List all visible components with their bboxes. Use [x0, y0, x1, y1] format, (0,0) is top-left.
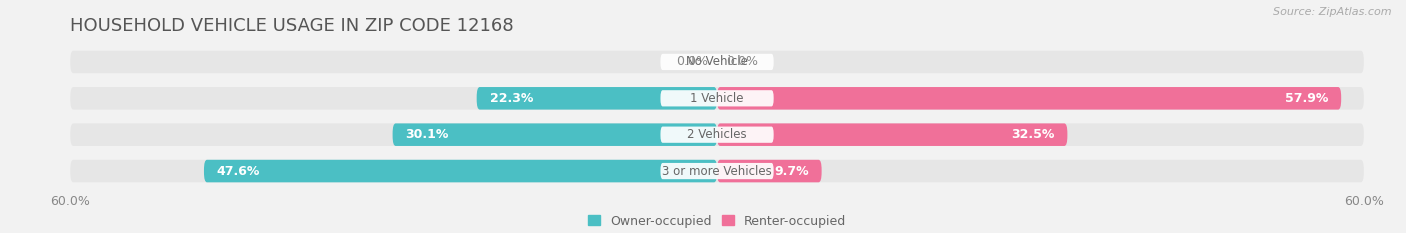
Text: 0.0%: 0.0%: [676, 55, 709, 69]
FancyBboxPatch shape: [392, 123, 717, 146]
FancyBboxPatch shape: [661, 127, 773, 143]
FancyBboxPatch shape: [661, 90, 773, 106]
FancyBboxPatch shape: [661, 163, 773, 179]
FancyBboxPatch shape: [661, 54, 773, 70]
FancyBboxPatch shape: [70, 123, 1364, 146]
FancyBboxPatch shape: [717, 123, 1067, 146]
Text: 1 Vehicle: 1 Vehicle: [690, 92, 744, 105]
Text: 47.6%: 47.6%: [217, 164, 260, 178]
FancyBboxPatch shape: [717, 87, 1341, 110]
Text: No Vehicle: No Vehicle: [686, 55, 748, 69]
Text: 0.0%: 0.0%: [725, 55, 758, 69]
FancyBboxPatch shape: [70, 51, 1364, 73]
Text: 2 Vehicles: 2 Vehicles: [688, 128, 747, 141]
Text: 32.5%: 32.5%: [1011, 128, 1054, 141]
Text: 3 or more Vehicles: 3 or more Vehicles: [662, 164, 772, 178]
Text: 9.7%: 9.7%: [775, 164, 808, 178]
FancyBboxPatch shape: [70, 160, 1364, 182]
Legend: Owner-occupied, Renter-occupied: Owner-occupied, Renter-occupied: [582, 209, 852, 233]
Text: 57.9%: 57.9%: [1285, 92, 1329, 105]
Text: 22.3%: 22.3%: [489, 92, 533, 105]
FancyBboxPatch shape: [477, 87, 717, 110]
Text: Source: ZipAtlas.com: Source: ZipAtlas.com: [1274, 7, 1392, 17]
FancyBboxPatch shape: [70, 87, 1364, 110]
FancyBboxPatch shape: [717, 160, 821, 182]
Text: HOUSEHOLD VEHICLE USAGE IN ZIP CODE 12168: HOUSEHOLD VEHICLE USAGE IN ZIP CODE 1216…: [70, 17, 515, 35]
FancyBboxPatch shape: [204, 160, 717, 182]
Text: 30.1%: 30.1%: [405, 128, 449, 141]
